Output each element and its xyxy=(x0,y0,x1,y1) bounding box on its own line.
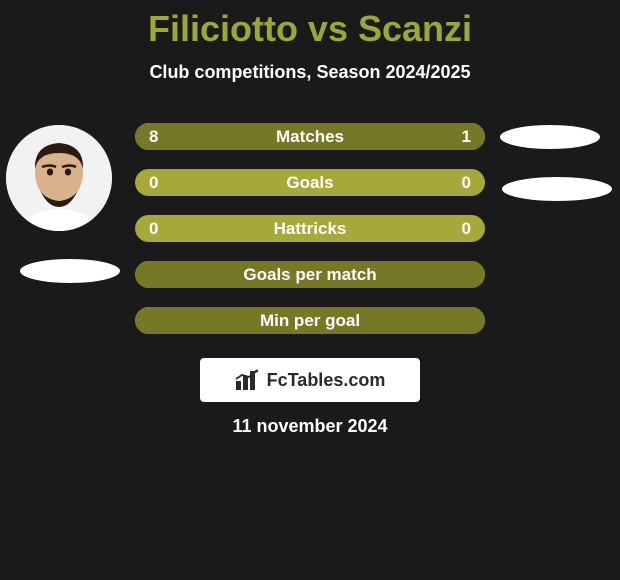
stat-label: Matches xyxy=(276,127,344,147)
player-left-avatar xyxy=(6,125,112,231)
stat-bar: 0 0 Goals xyxy=(135,169,485,196)
page-title: Filiciotto vs Scanzi xyxy=(0,8,620,50)
date-text: 11 november 2024 xyxy=(0,416,620,437)
stats-area: 8 1 Matches 0 0 Goals 0 0 Hattricks Goals per mat… xyxy=(0,123,620,334)
stat-label: Goals xyxy=(286,173,333,193)
branding-box[interactable]: FcTables.com xyxy=(200,358,420,402)
subtitle: Club competitions, Season 2024/2025 xyxy=(0,62,620,83)
stat-label: Goals per match xyxy=(243,265,376,285)
stat-value-right: 0 xyxy=(462,173,471,193)
stat-bar: 0 0 Hattricks xyxy=(135,215,485,242)
branding-text: FcTables.com xyxy=(267,370,386,391)
stat-value-right: 0 xyxy=(462,219,471,239)
avatar-icon xyxy=(6,125,112,231)
stat-label: Hattricks xyxy=(274,219,347,239)
stat-value-left: 0 xyxy=(149,219,158,239)
player-right-name-pill xyxy=(502,177,612,201)
comparison-card: Filiciotto vs Scanzi Club competitions, … xyxy=(0,0,620,437)
player-left-name-pill xyxy=(20,259,120,283)
stat-value-right: 1 xyxy=(462,127,471,147)
stat-value-left: 0 xyxy=(149,173,158,193)
player-right-avatar-pill xyxy=(500,125,600,149)
stat-bar: Min per goal xyxy=(135,307,485,334)
stat-bar: 8 1 Matches xyxy=(135,123,485,150)
stat-bar: Goals per match xyxy=(135,261,485,288)
stat-value-left: 8 xyxy=(149,127,158,147)
stat-label: Min per goal xyxy=(260,311,360,331)
chart-icon xyxy=(235,369,261,391)
stat-bars: 8 1 Matches 0 0 Goals 0 0 Hattricks Goals per mat… xyxy=(135,123,485,334)
